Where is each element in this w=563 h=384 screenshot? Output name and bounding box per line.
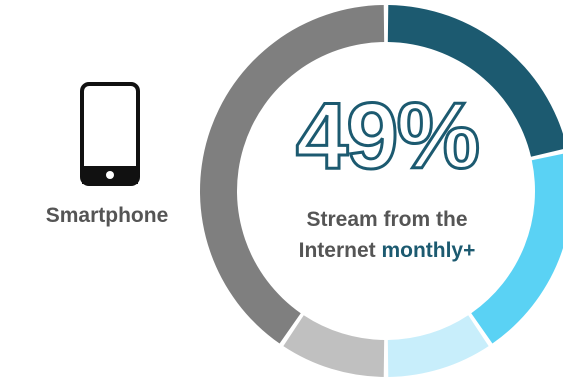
donut-segment-2 xyxy=(471,153,563,344)
headline-percent: 49% xyxy=(294,83,481,188)
donut-segment-5 xyxy=(200,5,385,344)
caption: Stream from the Internet monthly+ xyxy=(262,204,512,266)
donut-segment-3 xyxy=(387,315,489,377)
smartphone-icon xyxy=(80,82,140,186)
caption-line-2: Internet monthly+ xyxy=(262,235,512,266)
donut-segment-4 xyxy=(283,315,385,377)
caption-line-2-accent: monthly+ xyxy=(381,239,476,262)
caption-line-1: Stream from the xyxy=(306,208,468,231)
donut-segment-1 xyxy=(387,5,563,157)
caption-line-2-prefix: Internet xyxy=(298,239,382,262)
device-label: Smartphone xyxy=(45,204,169,227)
